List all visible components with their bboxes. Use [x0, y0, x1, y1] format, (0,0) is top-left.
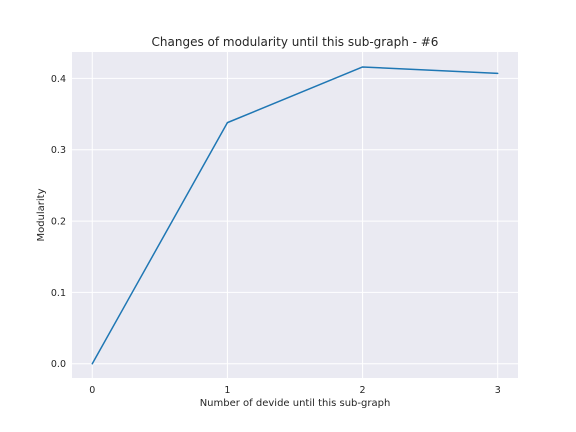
- y-gridlines: [72, 77, 518, 365]
- y-tick-label: 0.2: [51, 217, 66, 228]
- y-tick-label: 0.1: [51, 288, 66, 299]
- y-tick-label: 0.3: [51, 145, 66, 156]
- x-axis-label: Number of devide until this sub-graph: [200, 398, 391, 409]
- x-gridlines: [91, 52, 499, 378]
- series-line: [91, 66, 499, 365]
- y-axis-label: Modularity: [36, 188, 47, 241]
- x-tick-label: 0: [89, 385, 95, 396]
- chart-title: Changes of modularity until this sub-gra…: [152, 35, 439, 49]
- y-tick-labels: 0.0 0.1 0.2 0.3 0.4: [51, 74, 66, 370]
- y-tick-label: 0.0: [51, 359, 66, 370]
- x-tick-label: 3: [495, 385, 501, 396]
- x-tick-label: 1: [224, 385, 230, 396]
- x-tick-labels: 0 1 2 3: [89, 385, 501, 396]
- series-group: [91, 66, 499, 365]
- y-tick-label: 0.4: [51, 74, 66, 85]
- x-tick-label: 2: [360, 385, 366, 396]
- plot-area: [72, 52, 518, 378]
